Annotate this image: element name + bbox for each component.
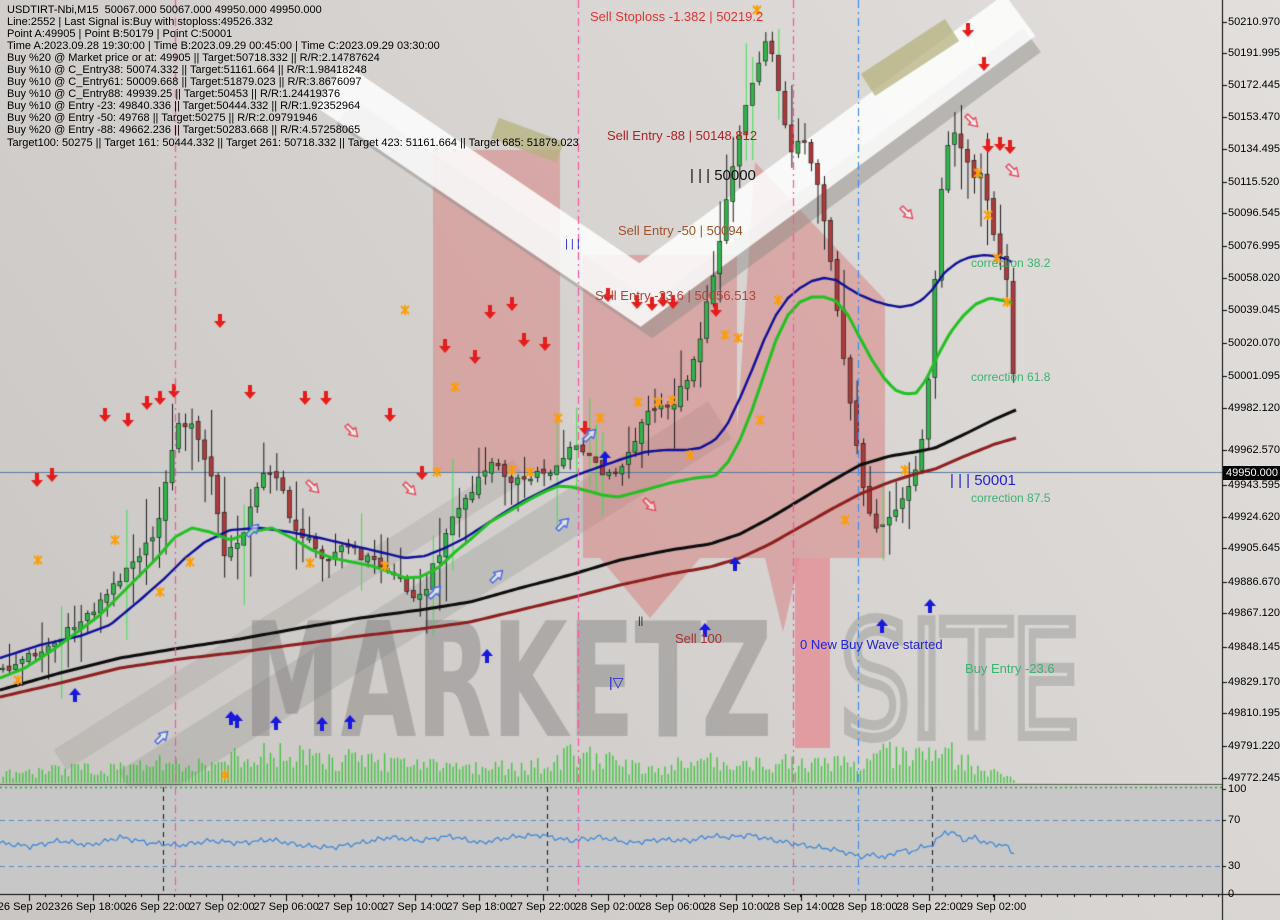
price-axis[interactable]: 50210.970 50191.995 50172.445 50153.470 5013… (1222, 0, 1280, 920)
price-tick-label: 50191.995 (1228, 47, 1280, 59)
info-line: Target100: 50275 || Target 161: 50444.33… (7, 136, 579, 149)
new-buy-wave-label: 0 New Buy Wave started (800, 637, 943, 652)
info-line: Buy %10 @ C_Entry38: 50074.332 || Target… (7, 64, 367, 77)
time-tick-label: 29 Sep 02:00 (960, 901, 1027, 913)
info-line: Buy %10 @ Entry -23: 49840.336 || Target… (7, 100, 361, 113)
info-line: Buy %10 @ C_Entry61: 50009.668 || Target… (7, 76, 362, 89)
wave-tick-marker: | | | (565, 238, 580, 250)
price-tick-label: 50153.470 (1228, 111, 1280, 123)
price-tick-label: 0 (1228, 888, 1235, 900)
info-line: Point A:49905 | Point B:50179 | Point C:… (7, 28, 233, 41)
price-tick-label: 100 (1228, 783, 1247, 795)
info-block: USDTIRT-Nbi,M15 50067.000 50067.000 4995… (7, 4, 579, 149)
price-tick-label: 50115.520 (1228, 176, 1280, 188)
info-line: Time A:2023.09.28 19:30:00 | Time B:2023… (7, 40, 440, 53)
price-tick-label: 49905.645 (1228, 542, 1280, 554)
price-tick-label: 50210.970 (1228, 16, 1280, 28)
price-tick-label: 50020.070 (1228, 337, 1280, 349)
time-tick-label: 27 Sep 02:00 (189, 901, 255, 913)
price-tick-label: 50172.445 (1228, 79, 1280, 91)
price-tick-label: 50134.495 (1228, 143, 1280, 155)
price-tick-label: 50076.995 (1228, 240, 1280, 252)
price-tick-label: 50096.545 (1228, 207, 1280, 219)
price-tick-label: 50058.020 (1228, 272, 1280, 284)
price-tick-label: 49962.570 (1228, 444, 1280, 456)
time-tick-label: 28 Sep 14:00 (767, 901, 834, 913)
correction-61-label: correction 61.8 (971, 370, 1051, 384)
price-tick-label: 49829.170 (1228, 676, 1280, 688)
price-tick-label: 49924.620 (1228, 511, 1280, 523)
price-tick-label: 49848.145 (1228, 641, 1280, 653)
sell-entry-50-label: Sell Entry -50 | 50094 (618, 223, 743, 238)
price-tick-label: 70 (1228, 814, 1241, 826)
sell-100-label: Sell 100 (675, 631, 722, 646)
correction-87-label: correction 87.5 (971, 491, 1051, 505)
time-tick-label: 27 Sep 22:00 (510, 901, 577, 913)
price-tick-label: 49886.670 (1228, 576, 1280, 588)
sell-entry-88-label: Sell Entry -88 | 50148.812 (607, 128, 758, 143)
info-line: Buy %10 @ C_Entry88: 49939.25 || Target:… (7, 88, 341, 101)
price-tick-label: 50039.045 (1228, 304, 1280, 316)
current-price-tag: 49950.000 (1223, 466, 1280, 480)
time-tick-label: 27 Sep 10:00 (317, 901, 384, 913)
price-tick-label: 49943.595 (1228, 479, 1280, 491)
info-line: Line:2552 | Last Signal is:Buy with stop… (7, 16, 273, 29)
price-tick-label: 49867.120 (1228, 607, 1280, 619)
time-tick-label: 28 Sep 22:00 (896, 901, 962, 913)
price-tick-label: 49810.195 (1228, 707, 1280, 719)
time-tick-label: 28 Sep 18:00 (832, 901, 898, 913)
time-tick-label: 26 Sep 18:00 (60, 901, 127, 913)
time-tick-label: 28 Sep 10:00 (703, 901, 770, 913)
level-50001-marker: | | | 50001 (950, 472, 1016, 489)
time-tick-label: 28 Sep 06:00 (639, 901, 705, 913)
time-tick-label: 27 Sep 14:00 (382, 901, 448, 913)
correction-38-label: correction 38.2 (971, 256, 1051, 270)
time-axis[interactable]: 26 Sep 2023 26 Sep 18:00 26 Sep 22:00 27 Se… (0, 896, 1222, 920)
sell-stoploss-label: Sell Stoploss -1.382 | 50219.2 (590, 9, 764, 24)
info-line: Buy %20 @ Entry -50: 49768 || Target:502… (7, 112, 318, 125)
info-line: Buy %20 @ Market price or at: 49905 || T… (7, 52, 380, 65)
symbol-title-line: USDTIRT-Nbi,M15 50067.000 50067.000 4995… (7, 4, 322, 16)
price-tick-label: 49772.245 (1228, 772, 1280, 784)
time-tick-label: 28 Sep 02:00 (574, 901, 641, 913)
buy-entry-23-label: Buy Entry -23.6 (965, 661, 1055, 676)
price-tick-label: 30 (1228, 860, 1241, 872)
price-tick-label: 49791.220 (1228, 740, 1280, 752)
time-tick-label: 27 Sep 18:00 (446, 901, 512, 913)
info-line: Buy %20 @ Entry -88: 49662.236 || Target… (7, 124, 361, 137)
double-tick-marker: || (638, 616, 644, 627)
level-50000-marker: | | | 50000 (690, 167, 756, 184)
sell-entry-23-label: Sell Entry -23.6 | 50056.513 (595, 288, 756, 303)
pennant-marker: |▽ (609, 674, 624, 690)
time-tick-label: 26 Sep 22:00 (124, 901, 191, 913)
time-tick-label: 27 Sep 06:00 (253, 901, 319, 913)
time-tick-label: 26 Sep 2023 (0, 901, 61, 913)
price-tick-label: 50001.095 (1228, 370, 1280, 382)
price-tick-label: 49982.120 (1228, 402, 1280, 414)
